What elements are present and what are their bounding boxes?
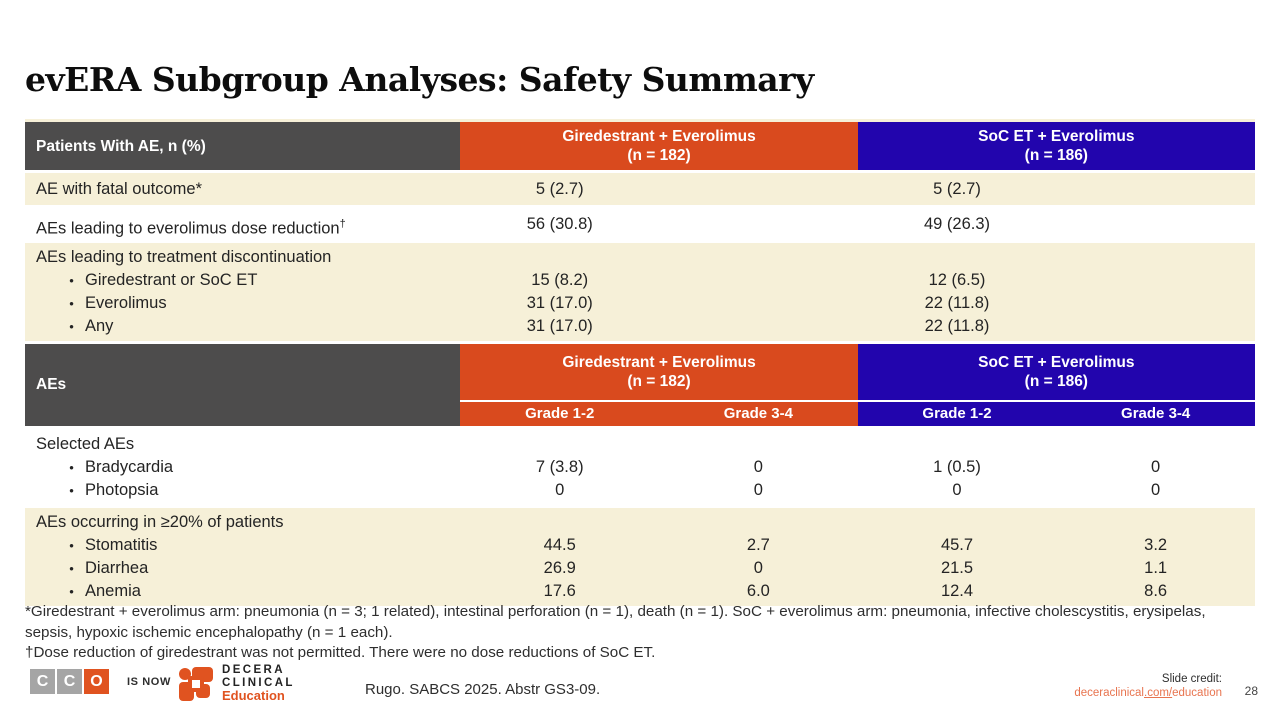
arm2-value-cell: 49 (26.3)	[923, 215, 991, 233]
row-label-group: AEs leading to treatment discontinuation…	[25, 246, 460, 338]
arm1-value-cell: 15 (8.2) 31 (17.0) 31 (17.0)	[460, 246, 857, 338]
arm1-name: Giredestrant + Everolimus	[562, 128, 756, 145]
spacer	[1056, 511, 1255, 534]
decera-logo: DECERA CLINICAL Education	[178, 664, 295, 703]
bullet-dot: •	[69, 584, 74, 599]
spacer	[858, 511, 1057, 534]
decera-logo-text: DECERA CLINICAL Education	[222, 664, 295, 703]
list-item: • Photopsia	[36, 479, 460, 502]
page-number: 28	[1244, 684, 1258, 698]
spacer	[858, 246, 1057, 269]
list-item: • Everolimus	[36, 292, 460, 315]
arm2-header: SoC ET + Everolimus (n = 186)	[857, 344, 1255, 400]
cco-logo-letter: O	[84, 669, 109, 694]
page-title: evERA Subgroup Analyses: Safety Summary	[25, 60, 814, 99]
bullet-dot: •	[69, 538, 74, 553]
education-word: Education	[222, 688, 285, 703]
table-row-dose-reduction: AEs leading to everolimus dose reduction…	[25, 208, 1255, 240]
list-item: • Stomatitis	[36, 534, 460, 557]
decera-logo-icon	[179, 666, 213, 701]
cco-logo-letter: C	[57, 669, 82, 694]
list-item: • Any	[36, 315, 460, 338]
slide-credit: Slide credit: deceraclinical.com/educati…	[1074, 672, 1222, 700]
table2-corner-header: AEs	[25, 344, 461, 426]
table-row-aes-20pct: AEs occurring in ≥20% of patients • Stoma…	[25, 508, 1255, 606]
arm2-value-cell: 12 (6.5) 22 (11.8) 22 (11.8)	[858, 246, 1255, 338]
arm1-n: (n = 182)	[627, 147, 691, 164]
group-heading: Selected AEs	[36, 435, 135, 453]
arm1-grade12-cell: 7 (3.8) 0	[460, 433, 659, 502]
spacer	[1056, 433, 1255, 456]
table2-header-row: AEs Giredestrant + Everolimus (n = 182) …	[25, 344, 1255, 426]
citation: Rugo. SABCS 2025. Abstr GS3-09.	[365, 681, 601, 698]
table1-header-row: Patients With AE, n (%) Giredestrant + E…	[25, 122, 1255, 170]
arm2-grade34-cell: 0 0	[1056, 433, 1255, 502]
arm1-value-cell: 56 (30.8)	[526, 215, 593, 233]
arm2-n: (n = 186)	[1024, 147, 1088, 164]
arm1-header: Giredestrant + Everolimus (n = 182)	[460, 344, 858, 400]
spacer	[659, 433, 858, 456]
list-item: • Bradycardia	[36, 456, 460, 479]
slide-credit-label: Slide credit:	[1161, 673, 1222, 685]
list-item: • Giredestrant or SoC ET	[36, 269, 460, 292]
arm2-grade34-header: Grade 3-4	[1056, 402, 1255, 426]
table-row-fatal-outcome: AE with fatal outcome* 5 (2.7) 5 (2.7)	[25, 173, 1255, 205]
footnote-asterisk: *Giredestrant + everolimus arm: pneumoni…	[25, 603, 1206, 641]
decera-word: DECERA	[222, 664, 285, 676]
arm1-grade12-header: Grade 1-2	[460, 402, 660, 426]
bullet-dot: •	[69, 296, 74, 311]
arm1-n: (n = 182)	[627, 373, 691, 390]
arm1-value-cell: 5 (2.7)	[535, 180, 584, 198]
group-heading: AEs leading to treatment discontinuation	[36, 248, 332, 266]
row-label-group: Selected AEs • Bradycardia • Photopsia	[25, 433, 460, 502]
row-label: AEs leading to everolimus dose reduction…	[36, 218, 346, 238]
table-row-discontinuation: AEs leading to treatment discontinuation…	[25, 243, 1255, 341]
arm1-name: Giredestrant + Everolimus	[562, 354, 756, 371]
bullet-dot: •	[69, 273, 74, 288]
arm2-value-cell: 5 (2.7)	[933, 180, 981, 198]
dagger-symbol: †	[339, 218, 346, 230]
arm2-name: SoC ET + Everolimus	[978, 354, 1135, 371]
table-row-selected-aes: Selected AEs • Bradycardia • Photopsia 7 (…	[25, 430, 1255, 505]
cco-logo-letter: C	[30, 669, 55, 694]
list-item: • Diarrhea	[36, 557, 460, 580]
table1-corner-header: Patients With AE, n (%)	[25, 122, 461, 170]
arm1-grade34-cell: 2.7 0 6.0	[659, 511, 858, 603]
slide-credit-link[interactable]: deceraclinical.com/education	[1074, 687, 1222, 699]
is-now-label: IS NOW	[127, 676, 171, 688]
arm2-grade34-cell: 3.2 1.1 8.6	[1056, 511, 1255, 603]
group-heading: AEs occurring in ≥20% of patients	[36, 513, 284, 531]
table2-arm-headers: Giredestrant + Everolimus (n = 182) SoC …	[460, 344, 1255, 426]
arm2-grade12-cell: 45.7 21.5 12.4	[858, 511, 1057, 603]
arm2-grade12-cell: 1 (0.5) 0	[858, 433, 1057, 502]
grade-subheader-row: Grade 1-2 Grade 3-4 Grade 1-2 Grade 3-4	[460, 400, 1255, 426]
cco-logo: C C O	[30, 669, 109, 694]
spacer	[460, 246, 659, 269]
arm2-grade12-header: Grade 1-2	[857, 402, 1057, 426]
arm2-n: (n = 186)	[1024, 373, 1088, 390]
spacer	[460, 511, 659, 534]
clinical-word: CLINICAL	[222, 676, 295, 689]
footnotes: *Giredestrant + everolimus arm: pneumoni…	[25, 602, 1257, 664]
safety-summary-table: Patients With AE, n (%) Giredestrant + E…	[25, 119, 1255, 606]
list-item: • Anemia	[36, 580, 460, 603]
spacer	[659, 511, 858, 534]
arm2-header: SoC ET + Everolimus (n = 186)	[857, 122, 1255, 170]
arm1-header: Giredestrant + Everolimus (n = 182)	[460, 122, 858, 170]
footnote-dagger: †Dose reduction of giredestrant was not …	[25, 644, 656, 661]
bullet-dot: •	[69, 319, 74, 334]
spacer	[858, 433, 1057, 456]
bullet-dot: •	[69, 483, 74, 498]
arm1-grade34-cell: 0 0	[659, 433, 858, 502]
arm1-grade34-header: Grade 3-4	[659, 402, 858, 426]
arm2-name: SoC ET + Everolimus	[978, 128, 1135, 145]
arm1-grade12-cell: 44.5 26.9 17.6	[460, 511, 659, 603]
bullet-dot: •	[69, 460, 74, 475]
row-label: AE with fatal outcome*	[36, 180, 202, 198]
spacer	[460, 433, 659, 456]
bullet-dot: •	[69, 561, 74, 576]
row-label-group: AEs occurring in ≥20% of patients • Stoma…	[25, 511, 460, 603]
